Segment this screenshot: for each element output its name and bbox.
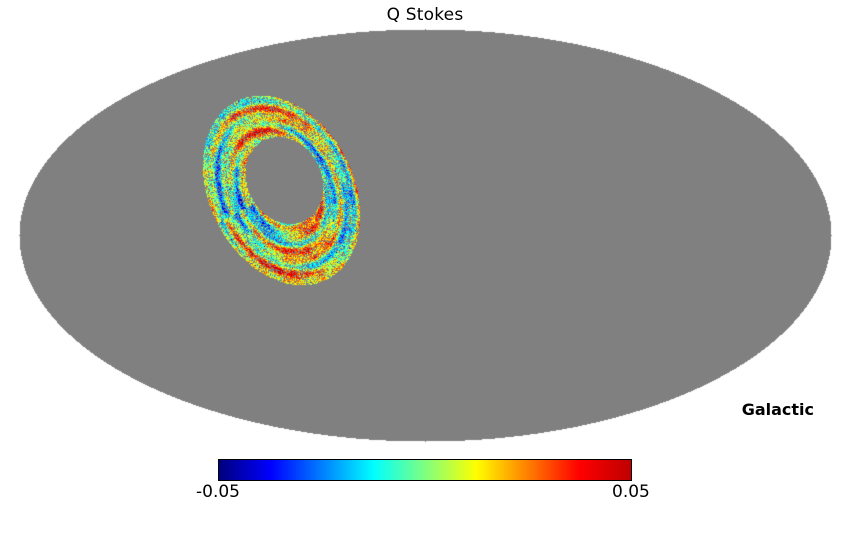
colorbar-min-label: -0.05 — [196, 482, 240, 502]
page-title: Q Stokes — [386, 5, 464, 25]
colorbar[interactable] — [218, 459, 632, 481]
coordinate-system-label: Galactic — [741, 400, 814, 419]
colorbar-gradient — [218, 459, 632, 481]
colorbar-max-label: 0.05 — [612, 482, 650, 502]
mollweide-sky-map[interactable] — [0, 22, 850, 452]
